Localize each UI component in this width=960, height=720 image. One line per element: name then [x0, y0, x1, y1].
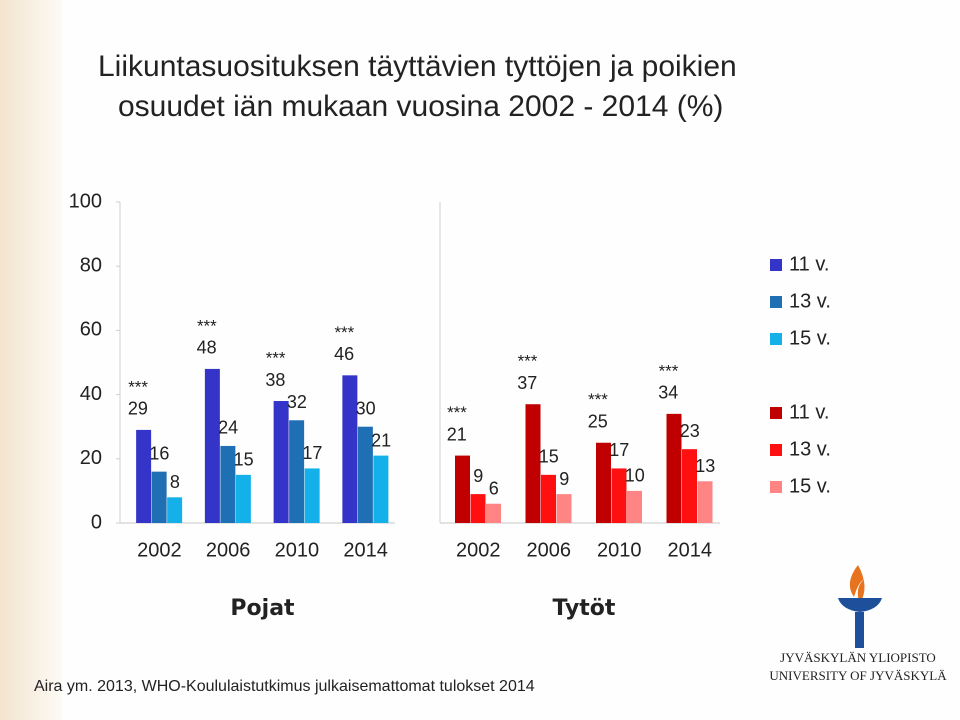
x-tick-label: 2010 — [275, 539, 320, 561]
x-tick-label: 2010 — [597, 539, 642, 561]
bar — [220, 445, 236, 523]
value-label: 23 — [680, 421, 700, 441]
logo-bowl — [838, 598, 882, 612]
significance: *** — [659, 361, 679, 380]
value-label: 13 — [695, 456, 715, 476]
bar — [235, 474, 251, 523]
value-label: 10 — [625, 466, 645, 486]
y-tick-label: 20 — [80, 447, 102, 469]
value-label: 17 — [609, 440, 629, 460]
value-label: 34 — [658, 383, 678, 403]
bar — [470, 494, 486, 523]
footnote: Aira ym. 2013, WHO-Koululaistutkimus jul… — [34, 678, 535, 695]
x-tick-label: 2014 — [668, 539, 713, 561]
bar — [541, 474, 556, 523]
bar — [697, 481, 713, 523]
logo-stem — [855, 612, 864, 648]
value-label: 37 — [517, 373, 537, 393]
y-tick-label: 100 — [69, 190, 102, 212]
value-label: 9 — [559, 469, 569, 489]
value-label: 29 — [128, 399, 148, 419]
value-label: 21 — [371, 430, 391, 450]
y-tick-label: 80 — [80, 254, 102, 276]
value-label: 16 — [149, 443, 169, 463]
legend-swatch — [770, 407, 782, 419]
y-tick-label: 60 — [80, 319, 102, 341]
bar — [486, 503, 501, 523]
bar — [304, 468, 320, 523]
legend-swatch — [770, 296, 782, 308]
legend-label: 13 v. — [789, 438, 831, 460]
value-label: 25 — [588, 412, 608, 432]
legend-label: 11 v. — [789, 401, 829, 423]
significance: *** — [266, 349, 286, 368]
y-tick-label: 40 — [80, 383, 102, 405]
panel-label: Tytöt — [553, 596, 616, 621]
legend-label: 11 v. — [789, 253, 829, 275]
value-label: 17 — [302, 443, 322, 463]
significance: *** — [447, 403, 467, 422]
slide-title: Liikuntasuosituksen täyttävien tyttöjen … — [98, 50, 737, 83]
value-label: 15 — [539, 447, 559, 467]
bar — [611, 468, 627, 523]
bar — [682, 449, 697, 523]
value-label: 32 — [287, 392, 307, 412]
y-tick-label: 0 — [91, 511, 102, 533]
significance: *** — [518, 352, 538, 371]
legend-swatch — [770, 481, 782, 493]
bar — [666, 413, 682, 523]
x-tick-label: 2014 — [343, 539, 388, 561]
value-label: 30 — [356, 398, 376, 418]
bar — [136, 429, 152, 523]
x-tick-label: 2002 — [137, 539, 182, 561]
value-label: 8 — [170, 472, 180, 492]
bar — [357, 426, 373, 523]
bar — [204, 368, 220, 523]
bar — [289, 420, 305, 523]
bar — [342, 375, 358, 523]
bar — [596, 442, 611, 523]
value-label: 6 — [489, 478, 499, 498]
x-tick-label: 2002 — [456, 539, 501, 561]
value-label: 38 — [265, 370, 285, 390]
value-label: 21 — [447, 424, 467, 444]
logo: JYVÄSKYLÄN YLIOPISTO UNIVERSITY OF JYVÄS… — [769, 565, 947, 683]
logo-text: UNIVERSITY OF JYVÄSKYLÄ — [769, 668, 947, 683]
bar — [525, 404, 541, 523]
bar — [455, 455, 470, 523]
value-label: 15 — [234, 450, 254, 470]
legend-swatch — [770, 444, 782, 456]
bar — [373, 455, 389, 523]
significance: *** — [128, 377, 148, 396]
bar — [151, 471, 167, 523]
value-label: 9 — [473, 466, 483, 486]
significance: *** — [588, 390, 608, 409]
legend-swatch — [770, 333, 782, 345]
legend-label: 13 v. — [789, 290, 831, 312]
value-label: 24 — [218, 418, 238, 438]
value-label: 46 — [334, 344, 354, 364]
slide-title: osuudet iän mukaan vuosina 2002 - 2014 (… — [118, 90, 723, 123]
bar — [273, 401, 289, 523]
significance: *** — [334, 323, 354, 342]
x-tick-label: 2006 — [206, 539, 251, 561]
bar — [556, 494, 572, 523]
significance: *** — [197, 316, 217, 335]
bar — [627, 490, 642, 523]
value-label: 48 — [197, 338, 217, 358]
x-tick-label: 2006 — [527, 539, 572, 561]
legend-label: 15 v. — [789, 475, 831, 497]
legend-swatch — [770, 259, 782, 271]
logo-flame — [849, 565, 865, 603]
logo-text: JYVÄSKYLÄN YLIOPISTO — [780, 650, 936, 665]
bar — [167, 497, 183, 523]
legend-label: 15 v. — [789, 327, 831, 349]
panel-label: Pojat — [230, 596, 295, 621]
side-strip — [0, 0, 62, 720]
